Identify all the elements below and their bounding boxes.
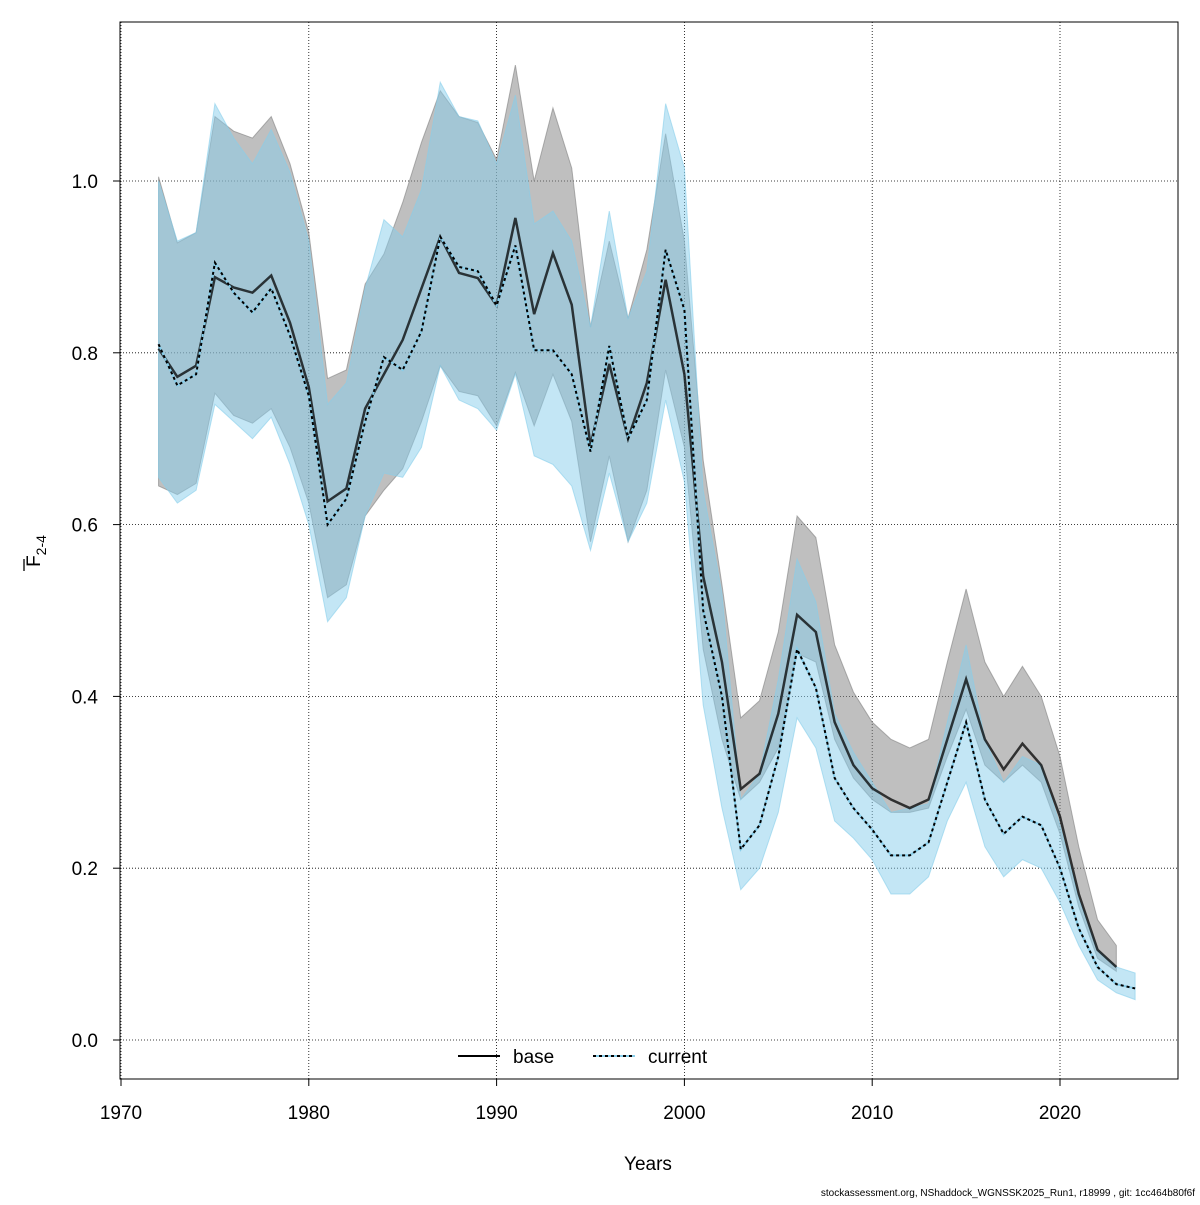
x-tick-label: 1980 [288, 1103, 330, 1124]
x-tick-label: 1990 [475, 1103, 517, 1124]
confidence-bands [159, 65, 1136, 1000]
svg-text:F2-4: F2-4 [24, 535, 49, 567]
legend-item-current: current [593, 1047, 708, 1068]
x-tick-label: 2000 [663, 1103, 705, 1124]
y-tick-label: 0.4 [72, 687, 99, 708]
y-tick-label: 0.8 [72, 344, 98, 365]
x-tick-label: 2010 [851, 1103, 893, 1124]
y-tick-label: 1.0 [72, 172, 98, 193]
y-tick-label: 0.6 [72, 516, 98, 537]
legend-item-base: base [458, 1047, 554, 1068]
y-axis: 0.0 0.2 0.4 0.6 0.8 1.0 [72, 172, 120, 1052]
x-tick-label: 2020 [1039, 1103, 1081, 1124]
legend-label-current: current [648, 1047, 708, 1068]
footer-credit: stockassessment.org, NShaddock_WGNSSK202… [821, 1188, 1195, 1199]
x-tick-label: 1970 [100, 1103, 142, 1124]
x-axis-label: Years [624, 1154, 672, 1175]
y-tick-label: 0.0 [72, 1031, 98, 1052]
legend: base current [458, 1047, 708, 1068]
y-axis-label-symbol: F [24, 555, 45, 567]
x-axis: 1970 1980 1990 2000 2010 2020 [100, 1079, 1081, 1124]
y-axis-label-subscript: 2-4 [33, 535, 49, 555]
y-axis-label: F2-4 [24, 535, 49, 571]
y-tick-label: 0.2 [72, 859, 98, 880]
legend-label-base: base [513, 1047, 554, 1068]
